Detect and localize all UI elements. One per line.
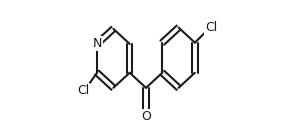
Text: Cl: Cl [77, 84, 89, 97]
Text: O: O [141, 110, 151, 123]
Text: N: N [92, 37, 102, 50]
Text: Cl: Cl [205, 21, 217, 34]
